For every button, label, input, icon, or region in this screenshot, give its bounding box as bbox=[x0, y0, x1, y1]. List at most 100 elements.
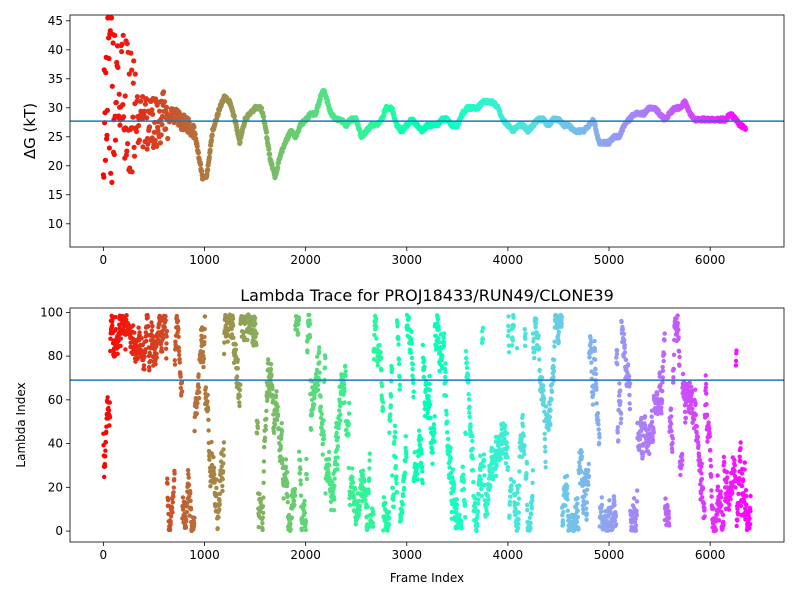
lambda-point bbox=[398, 517, 404, 522]
lambda-point bbox=[538, 380, 543, 385]
lambda-point bbox=[619, 416, 624, 421]
lambda-y-tick-label: 80 bbox=[48, 349, 63, 363]
dg-point bbox=[267, 151, 273, 157]
lambda-point bbox=[616, 438, 621, 443]
lambda-point bbox=[735, 506, 740, 512]
lambda-point bbox=[271, 412, 276, 417]
dg-x-tick-label: 1000 bbox=[189, 253, 220, 267]
lambda-point bbox=[475, 509, 480, 514]
lambda-point bbox=[702, 514, 707, 519]
lambda-point bbox=[533, 321, 539, 326]
lambda-point bbox=[509, 486, 514, 492]
lambda-point bbox=[281, 496, 286, 501]
lambda-point bbox=[506, 314, 511, 319]
lambda-point bbox=[505, 455, 510, 460]
dg-point bbox=[152, 137, 158, 143]
lambda-point bbox=[238, 382, 243, 387]
lambda-point bbox=[575, 496, 580, 501]
lambda-point bbox=[209, 439, 214, 445]
lambda-point bbox=[439, 358, 444, 363]
lambda-point bbox=[738, 503, 744, 509]
lambda-point bbox=[395, 320, 400, 325]
lambda-point bbox=[435, 316, 441, 322]
lambda-point bbox=[154, 344, 159, 349]
lambda-point bbox=[709, 488, 714, 493]
lambda-point bbox=[584, 511, 589, 516]
lambda-point bbox=[260, 521, 265, 526]
lambda-point bbox=[454, 505, 459, 511]
lambda-point bbox=[502, 436, 507, 442]
lambda-point bbox=[188, 491, 193, 496]
lambda-point bbox=[347, 502, 353, 508]
lambda-point bbox=[387, 418, 393, 423]
lambda-point bbox=[258, 500, 263, 505]
lambda-point bbox=[426, 394, 431, 399]
lambda-point bbox=[615, 430, 620, 435]
lambda-point bbox=[289, 515, 295, 520]
lambda-point bbox=[216, 515, 221, 520]
lambda-point bbox=[693, 412, 698, 418]
lambda-point bbox=[192, 515, 197, 520]
lambda-point bbox=[321, 436, 327, 441]
lambda-point bbox=[346, 465, 351, 471]
lambda-point bbox=[318, 404, 323, 409]
dg-point bbox=[207, 147, 213, 153]
lambda-point bbox=[275, 408, 280, 413]
dg-point bbox=[101, 174, 107, 180]
lambda-point bbox=[504, 440, 509, 445]
lambda-point bbox=[202, 326, 207, 332]
lambda-point bbox=[670, 436, 675, 441]
lambda-point bbox=[335, 462, 340, 467]
lambda-point bbox=[397, 374, 402, 380]
dg-point bbox=[381, 113, 387, 119]
lambda-point bbox=[524, 461, 530, 466]
lambda-point bbox=[532, 355, 537, 361]
lambda-point bbox=[480, 329, 485, 334]
lambda-point bbox=[275, 404, 280, 409]
lambda-point bbox=[201, 364, 206, 370]
lambda-point bbox=[655, 411, 660, 417]
lambda-point bbox=[747, 526, 752, 531]
lambda-point bbox=[307, 312, 312, 318]
lambda-point bbox=[675, 320, 680, 326]
lambda-point bbox=[106, 408, 112, 413]
lambda-point bbox=[721, 522, 726, 528]
lambda-x-tick-label: 3000 bbox=[391, 548, 422, 562]
dg-point bbox=[191, 124, 197, 130]
lambda-point bbox=[744, 502, 749, 508]
lambda-point bbox=[649, 414, 654, 419]
lambda-point bbox=[589, 360, 594, 365]
lambda-point bbox=[661, 358, 666, 364]
dg-point bbox=[106, 35, 112, 41]
lambda-point bbox=[509, 483, 514, 488]
dg-point bbox=[157, 108, 163, 114]
dg-point bbox=[266, 146, 272, 152]
lambda-point bbox=[473, 505, 478, 510]
lambda-point bbox=[450, 475, 455, 480]
lambda-point bbox=[517, 469, 522, 474]
lambda-point bbox=[344, 427, 349, 433]
lambda-point bbox=[523, 331, 528, 336]
lambda-point bbox=[552, 357, 557, 363]
lambda-point bbox=[279, 421, 284, 426]
lambda-point bbox=[147, 352, 153, 358]
dg-point bbox=[261, 114, 267, 120]
lambda-point bbox=[588, 336, 593, 341]
lambda-point bbox=[480, 325, 486, 331]
lambda-point bbox=[264, 408, 269, 414]
lambda-point bbox=[410, 373, 415, 378]
lambda-point bbox=[547, 414, 553, 420]
lambda-point bbox=[440, 353, 445, 359]
dg-point bbox=[264, 136, 270, 142]
lambda-point bbox=[192, 428, 197, 434]
lambda-point bbox=[370, 520, 375, 526]
lambda-point bbox=[748, 522, 753, 527]
dg-point bbox=[120, 102, 126, 108]
lambda-point bbox=[454, 502, 460, 507]
lambda-point bbox=[107, 415, 113, 420]
lambda-point bbox=[613, 522, 619, 527]
lambda-point bbox=[714, 512, 720, 517]
lambda-point bbox=[466, 392, 471, 397]
lambda-point bbox=[683, 415, 689, 421]
dg-point bbox=[124, 41, 130, 47]
